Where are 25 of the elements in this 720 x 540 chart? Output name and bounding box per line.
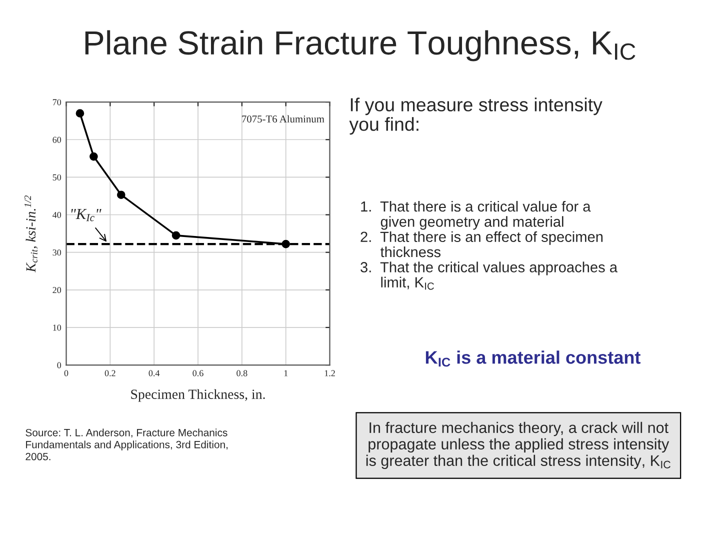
x-tick-label: 0 xyxy=(64,370,68,376)
y-tick-label: 0 xyxy=(57,362,62,368)
y-tick-label: 10 xyxy=(53,324,62,331)
annotation: 7075-T6 Aluminum xyxy=(242,115,324,123)
y-tick-label: 50 xyxy=(52,174,62,180)
x-tick-label: 1 xyxy=(284,370,288,376)
x-tick-label: 1.2 xyxy=(324,370,335,376)
x-tick-label: 0.4 xyxy=(148,370,160,376)
text: K$_{IC}$ is a material constant xyxy=(426,350,640,367)
y-tick-label: 60 xyxy=(52,136,62,143)
text: In fracture mechanics theory, a crack will not propagate unless the applied stress intensity is greater than the critical stress intensity, K$_{IC}$ xyxy=(366,422,670,470)
x-tick-label: 0.2 xyxy=(104,370,116,376)
text: If you measure stress intensity you find: xyxy=(349,98,602,135)
source-note: Source: T. L. Anderson, Fracture Mechanics Fundamentals and Applications, 3rd Edition, 2005. xyxy=(26,428,228,460)
y-tick-label: 40 xyxy=(52,212,62,218)
x-tick-label: 0.8 xyxy=(236,370,248,376)
x-axis-title: Specimen Thickness, in. xyxy=(131,389,265,402)
ref-line-label: "K$_{Ic}$" xyxy=(71,208,102,222)
x-tick-label: 0.6 xyxy=(192,370,204,376)
y-tick-label: 70 xyxy=(52,99,62,106)
chart-title: Plane Strain Fracture Toughness, K$_{IC}$ xyxy=(85,30,636,62)
y-tick-label: 30 xyxy=(52,249,62,256)
y-axis-title: K$_{crit}$, ksi-in.$^{1/2}$ xyxy=(24,195,38,272)
y-tick-label: 20 xyxy=(52,287,62,294)
text: 1. That there is a critical value for a given geometry and material 2. That there is an effect of specimen thickness 3. That the critical values approaches a limit, K$_{IC}$ xyxy=(360,200,618,290)
